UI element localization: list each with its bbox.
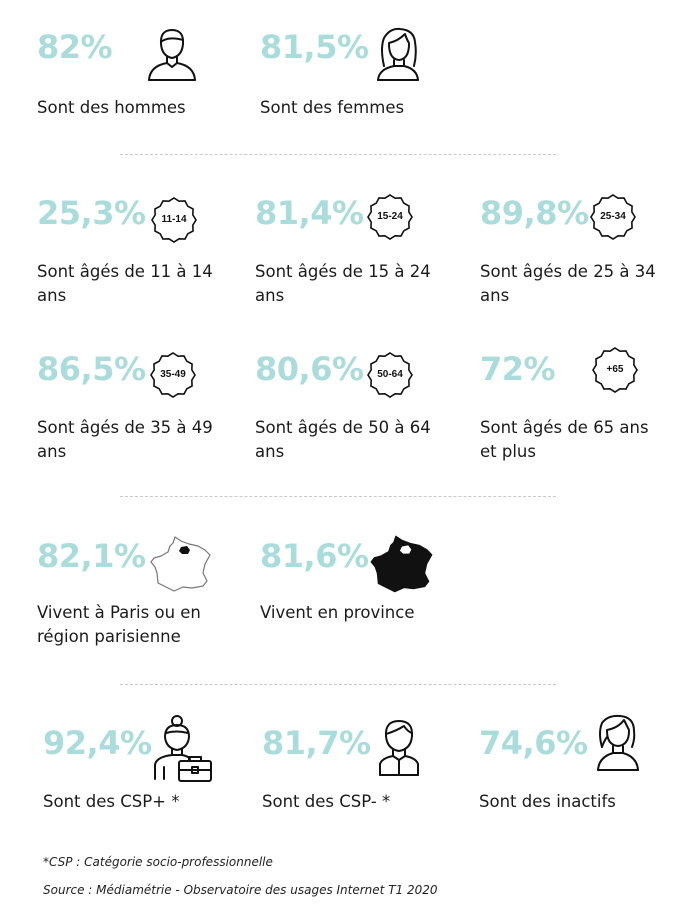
age-badge-icon: 25-34 xyxy=(589,193,637,241)
stat-label: Sont des inactifs xyxy=(479,792,616,811)
footnote: *CSP : Catégorie socio-professionnelle xyxy=(43,855,273,869)
stat-label: Sont des hommes xyxy=(37,98,186,117)
stat-label: Sont âgés de 50 à 64 ans xyxy=(255,418,431,461)
france-map-paris-icon xyxy=(148,535,214,600)
stat-label: Vivent en province xyxy=(260,603,415,622)
man-icon xyxy=(146,26,198,87)
stat-label: Sont âgés de 35 à 49 ans xyxy=(37,418,213,461)
stat-percentage: 82% xyxy=(37,28,113,66)
stat-percentage: 89,8% xyxy=(480,194,589,232)
age-badge-icon: 35-49 xyxy=(149,351,197,399)
stat-percentage: 81,5% xyxy=(260,28,369,66)
age-badge-icon: 11-14 xyxy=(150,196,198,244)
stat-csp-plus: 92,4% Sont des CSP+ * xyxy=(43,724,243,824)
age-badge-icon: +65 xyxy=(591,346,639,394)
stat-percentage: 86,5% xyxy=(37,350,146,388)
stat-paris: 82,1% Vivent à Paris ou en région parisi… xyxy=(37,537,247,657)
stat-label: Sont âgés de 65 ans et plus xyxy=(480,418,649,461)
person-icon xyxy=(594,713,642,778)
stat-percentage: 81,7% xyxy=(262,724,371,762)
stat-percentage: 81,6% xyxy=(260,537,369,575)
stat-age-35-49: 86,5% Sont âgés de 35 à 49 ans xyxy=(37,350,227,470)
stat-label: Sont des CSP+ * xyxy=(43,792,180,811)
stat-women: 81,5% Sont des femmes xyxy=(260,28,460,128)
section-divider xyxy=(120,684,556,685)
stat-age-65-plus: 72% Sont âgés de 65 ans et plus xyxy=(480,350,680,470)
section-divider xyxy=(120,496,556,497)
stat-percentage: 72% xyxy=(480,350,556,388)
stat-percentage: 25,3% xyxy=(37,194,146,232)
stat-label: Vivent à Paris ou en région parisienne xyxy=(37,603,201,646)
stat-label: Sont des femmes xyxy=(260,98,405,117)
france-map-province-icon xyxy=(368,534,436,601)
stat-label: Sont âgés de 25 à 34 ans xyxy=(480,262,656,305)
worker-icon xyxy=(376,718,422,783)
stat-percentage: 74,6% xyxy=(479,724,588,762)
stat-percentage: 92,4% xyxy=(43,724,152,762)
stat-csp-minus: 81,7% Sont des CSP- * xyxy=(262,724,462,824)
woman-icon xyxy=(372,26,424,87)
stat-label: Sont âgés de 15 à 24 ans xyxy=(255,262,431,305)
age-badge-icon: 15-24 xyxy=(366,193,414,241)
stat-age-25-34: 89,8% Sont âgés de 25 à 34 ans xyxy=(480,194,680,314)
stat-age-15-24: 81,4% Sont âgés de 15 à 24 ans xyxy=(255,194,455,314)
stat-men: 82% Sont des hommes xyxy=(37,28,237,128)
stat-label: Sont âgés de 11 à 14 ans xyxy=(37,262,213,305)
stat-percentage: 81,4% xyxy=(255,194,364,232)
stat-age-50-64: 80,6% Sont âgés de 50 à 64 ans xyxy=(255,350,455,470)
age-badge-icon: 50-64 xyxy=(366,351,414,399)
stat-inactive: 74,6% Sont des inactifs xyxy=(479,724,679,824)
stat-label: Sont des CSP- * xyxy=(262,792,391,811)
stat-province: 81,6% Vivent en province xyxy=(260,537,460,657)
stat-age-11-14: 25,3% Sont âgés de 11 à 14 ans xyxy=(37,194,227,314)
stat-percentage: 80,6% xyxy=(255,350,364,388)
section-divider xyxy=(120,154,556,155)
businesswoman-icon xyxy=(152,713,214,788)
stat-percentage: 82,1% xyxy=(37,537,146,575)
source-note: Source : Médiamétrie - Observatoire des … xyxy=(43,883,438,897)
